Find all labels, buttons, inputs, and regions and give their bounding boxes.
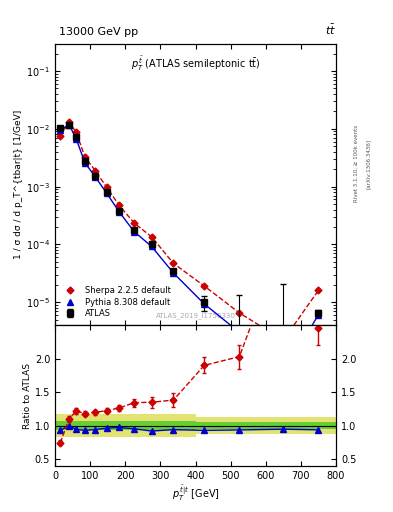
Pythia 8.308 default bbox=[316, 311, 321, 317]
Sherpa 2.2.5 default bbox=[67, 119, 72, 125]
Text: [arXiv:1306.3436]: [arXiv:1306.3436] bbox=[365, 139, 371, 189]
Pythia 8.308 default bbox=[58, 127, 62, 133]
Text: Rivet 3.1.10, ≥ 100k events: Rivet 3.1.10, ≥ 100k events bbox=[354, 125, 359, 202]
Pythia 8.308 default bbox=[281, 372, 286, 378]
Sherpa 2.2.5 default bbox=[202, 283, 207, 289]
Sherpa 2.2.5 default bbox=[132, 220, 136, 226]
Pythia 8.308 default bbox=[67, 122, 72, 128]
Legend: Sherpa 2.2.5 default, Pythia 8.308 default, ATLAS: Sherpa 2.2.5 default, Pythia 8.308 defau… bbox=[59, 284, 173, 321]
Pythia 8.308 default bbox=[132, 228, 136, 234]
Pythia 8.308 default bbox=[93, 174, 98, 180]
Sherpa 2.2.5 default bbox=[316, 287, 321, 293]
Sherpa 2.2.5 default bbox=[281, 337, 286, 343]
Sherpa 2.2.5 default bbox=[149, 234, 154, 240]
Sherpa 2.2.5 default bbox=[93, 168, 98, 174]
Sherpa 2.2.5 default bbox=[83, 154, 87, 160]
Sherpa 2.2.5 default bbox=[74, 129, 79, 135]
Pythia 8.308 default bbox=[149, 243, 154, 249]
Pythia 8.308 default bbox=[104, 190, 109, 196]
Sherpa 2.2.5 default bbox=[104, 184, 109, 190]
X-axis label: $p_T^{\,\bar{t}|t}$ [GeV]: $p_T^{\,\bar{t}|t}$ [GeV] bbox=[172, 483, 219, 503]
Y-axis label: Ratio to ATLAS: Ratio to ATLAS bbox=[23, 362, 32, 429]
Y-axis label: 1 / σ dσ / d p_T^{tbar|t} [1/GeV]: 1 / σ dσ / d p_T^{tbar|t} [1/GeV] bbox=[14, 110, 23, 259]
Sherpa 2.2.5 default bbox=[237, 310, 242, 316]
Text: $t\bar{t}$: $t\bar{t}$ bbox=[325, 23, 336, 37]
Text: $p_T^{\,\bar{t}}$ (ATLAS semileptonic t$\bar{\mathrm{t}}$): $p_T^{\,\bar{t}}$ (ATLAS semileptonic t$… bbox=[131, 55, 260, 73]
Sherpa 2.2.5 default bbox=[58, 133, 62, 139]
Sherpa 2.2.5 default bbox=[117, 202, 121, 208]
Pythia 8.308 default bbox=[171, 270, 176, 276]
Pythia 8.308 default bbox=[237, 329, 242, 335]
Pythia 8.308 default bbox=[202, 301, 207, 307]
Line: Sherpa 2.2.5 default: Sherpa 2.2.5 default bbox=[58, 120, 321, 343]
Text: 13000 GeV pp: 13000 GeV pp bbox=[59, 27, 138, 37]
Line: Pythia 8.308 default: Pythia 8.308 default bbox=[57, 122, 321, 378]
Pythia 8.308 default bbox=[83, 160, 87, 166]
Text: ATLAS_2019_I1750330: ATLAS_2019_I1750330 bbox=[156, 313, 235, 319]
Pythia 8.308 default bbox=[74, 136, 79, 142]
Pythia 8.308 default bbox=[117, 208, 121, 215]
Sherpa 2.2.5 default bbox=[171, 260, 176, 266]
